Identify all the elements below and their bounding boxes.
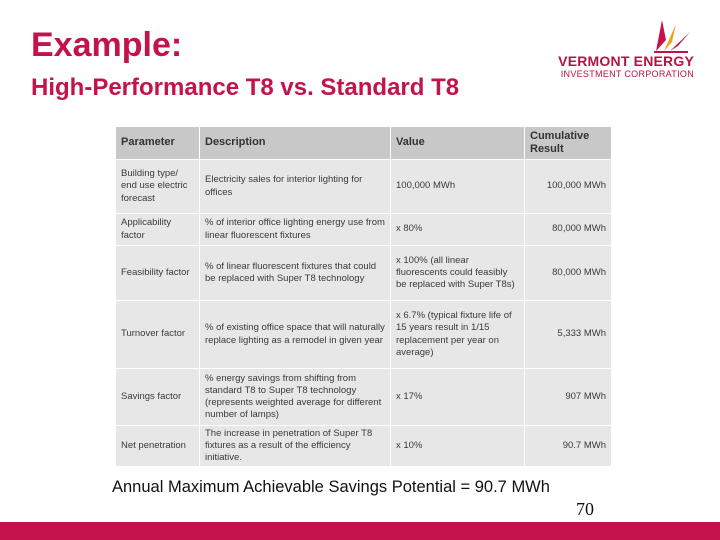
cell-description: % of linear fluorescent fixtures that co… [199,245,391,301]
table-row: Building type/ end use electric forecast… [115,159,612,214]
cell-value: x 100% (all linear fluorescents could fe… [390,245,525,301]
company-logo: VERMONT ENERGY INVESTMENT CORPORATION [548,18,694,80]
table-row: Savings factor % energy savings from shi… [115,368,612,426]
logo-name: VERMONT ENERGY [558,53,694,69]
header-cumulative-result: Cumulative Result [524,126,612,160]
cell-result: 907 MWh [524,368,612,426]
cell-result: 80,000 MWh [524,213,612,246]
logo-subtitle: INVESTMENT CORPORATION [560,69,694,79]
cell-value: x 6.7% (typical fixture life of 15 years… [390,300,525,369]
table-row: Feasibility factor % of linear fluoresce… [115,245,612,301]
savings-table: Parameter Description Value Cumulative R… [115,126,612,468]
cell-parameter: Feasibility factor [115,245,200,301]
cell-parameter: Applicability factor [115,213,200,246]
cell-description: Electricity sales for interior lighting … [199,159,391,214]
table-header-row: Parameter Description Value Cumulative R… [115,126,612,160]
cell-parameter: Turnover factor [115,300,200,369]
cell-result: 5,333 MWh [524,300,612,369]
bottom-accent-bar [0,522,720,540]
cell-description: % energy savings from shifting from stan… [199,368,391,426]
table-row: Net penetration The increase in penetrat… [115,424,612,468]
cell-description: % of interior office lighting energy use… [199,213,391,246]
slide-subtitle: High-Performance T8 vs. Standard T8 [31,74,460,101]
slide-title: Example: [31,26,183,64]
header-parameter: Parameter [115,126,200,160]
table-row: Turnover factor % of existing office spa… [115,300,612,369]
cell-result: 80,000 MWh [524,245,612,301]
header-value: Value [390,126,525,160]
cell-description: % of existing office space that will nat… [199,300,391,369]
cell-parameter: Building type/ end use electric forecast [115,159,200,214]
cell-result: 100,000 MWh [524,159,612,214]
cell-value: 100,000 MWh [390,159,525,214]
cell-parameter: Net penetration [115,424,200,468]
ray-burst-icon [654,20,690,53]
cell-description: The increase in penetration of Super T8 … [199,424,391,468]
cell-value: x 80% [390,213,525,246]
page-number: 70 [576,499,594,519]
cell-value: x 10% [390,424,525,468]
header-description: Description [199,126,391,160]
table-row: Applicability factor % of interior offic… [115,213,612,246]
cell-parameter: Savings factor [115,368,200,426]
cell-result: 90.7 MWh [524,424,612,468]
cell-value: x 17% [390,368,525,426]
savings-summary: Annual Maximum Achievable Savings Potent… [112,478,550,496]
